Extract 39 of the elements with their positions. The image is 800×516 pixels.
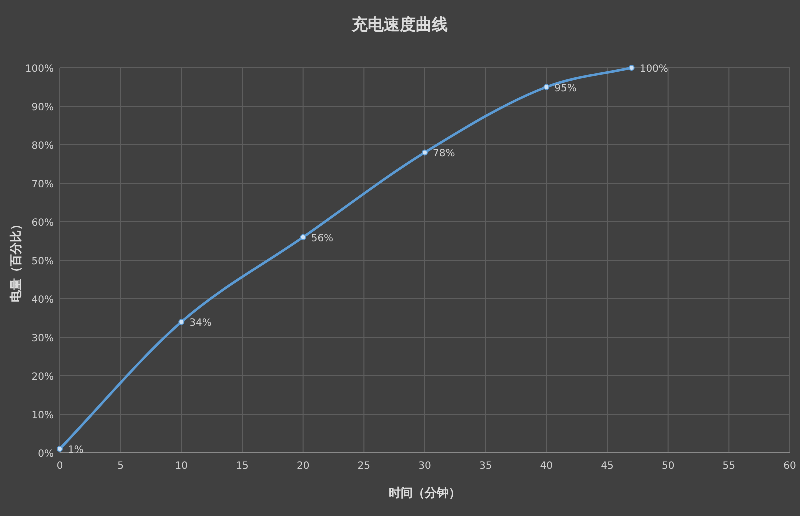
y-tick-label: 60%: [32, 218, 54, 229]
y-tick-label: 50%: [32, 256, 54, 268]
x-tick-label: 0: [56, 461, 64, 472]
y-tick-label: 30%: [32, 334, 54, 344]
x-tick-label: 15: [236, 461, 249, 472]
data-label: 95%: [554, 83, 577, 94]
y-tick-label: 0%: [38, 449, 54, 460]
data-label: 56%: [311, 233, 334, 244]
point: [544, 84, 550, 90]
y-tick-label: 10%: [32, 410, 54, 422]
y-tick-label: 100%: [25, 64, 54, 75]
y-tick-label: 90%: [32, 102, 54, 114]
data-label: 78%: [433, 148, 456, 160]
point: [628, 65, 635, 71]
y-axis-title: 电量（百分比）: [9, 218, 23, 302]
y-tick-label: 80%: [32, 141, 54, 152]
x-tick-label: 10: [175, 461, 188, 472]
x-tick-label: 60: [784, 461, 796, 472]
chart-title: 充电速度曲线: [351, 15, 448, 34]
y-tick-label: 70%: [32, 180, 54, 190]
point: [300, 234, 306, 240]
x-tick-label: 25: [358, 461, 371, 472]
point: [57, 446, 63, 452]
x-tick-label: 5: [118, 461, 124, 472]
y-tick-label: 20%: [32, 372, 54, 383]
x-tick-label: 30: [418, 461, 432, 472]
x-tick-label: 20: [296, 461, 310, 472]
x-tick-label: 35: [479, 461, 492, 472]
point: [422, 150, 428, 156]
x-tick-label: 40: [540, 461, 554, 472]
y-tick-label: 40%: [32, 295, 54, 306]
data-label: 100%: [640, 64, 668, 75]
x-tick-label: 55: [722, 461, 736, 472]
point: [178, 319, 185, 326]
x-tick-label: 50: [662, 461, 675, 472]
x-axis-title: 时间（分钟）: [389, 486, 461, 500]
x-tick-label: 45: [601, 461, 614, 472]
data-label: 1%: [68, 445, 84, 456]
data-label: 34%: [190, 318, 212, 330]
